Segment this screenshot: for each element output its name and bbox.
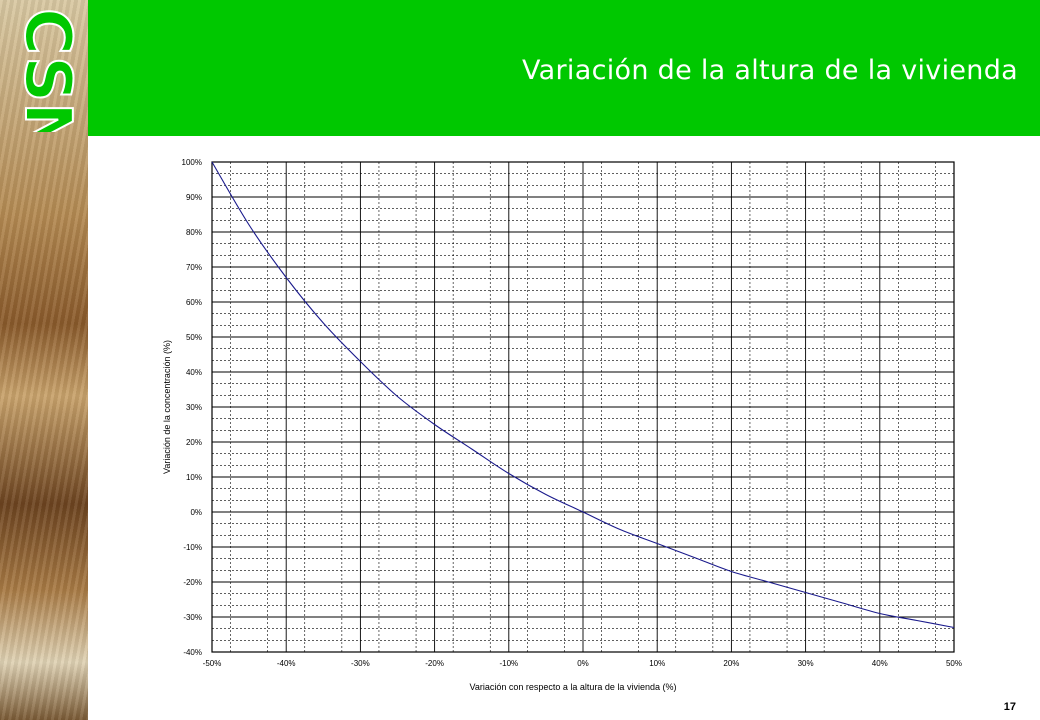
chart-grid: [211, 161, 955, 653]
csn-logo: CSN: [9, 7, 80, 132]
y-tick-label: 90%: [186, 193, 202, 202]
chart-tick-labels: -50% -40% -30% -20% -10% 0% 10% 20% 30% 40% 50%-40…: [182, 158, 962, 668]
x-tick-label: 40%: [872, 659, 888, 668]
series-line: [211, 161, 955, 629]
y-tick-label: -20%: [183, 578, 202, 587]
x-tick-label: -20%: [425, 659, 444, 668]
x-tick-label: -40%: [277, 659, 296, 668]
x-tick-label: 30%: [798, 659, 814, 668]
y-tick-label: 50%: [186, 333, 202, 342]
logo-text: CSN: [10, 8, 80, 132]
y-axis-label: Variación de la concentración (%): [162, 340, 172, 474]
y-tick-label: 0%: [190, 508, 202, 517]
x-tick-label: 20%: [723, 659, 739, 668]
y-tick-label: 10%: [186, 473, 202, 482]
x-tick-label: -10%: [499, 659, 518, 668]
sidebar-texture: CSN: [0, 0, 88, 720]
chart-axes: [211, 161, 955, 653]
x-tick-label: 50%: [946, 659, 962, 668]
y-tick-label: 80%: [186, 228, 202, 237]
y-tick-label: -30%: [183, 613, 202, 622]
y-tick-label: -40%: [183, 648, 202, 657]
x-tick-label: -30%: [351, 659, 370, 668]
y-tick-label: 60%: [186, 298, 202, 307]
x-axis-label: Variación con respecto a la altura de la…: [470, 682, 677, 692]
y-tick-label: 40%: [186, 368, 202, 377]
page-number: 17: [1003, 701, 1016, 713]
chart: -50% -40% -30% -20% -10% 0% 10% 20% 30% 40% 50%-40…: [162, 158, 962, 692]
header-bar: Variación de la altura de la vivienda: [88, 0, 1040, 136]
y-tick-label: 100%: [182, 158, 202, 167]
x-tick-label: -50%: [203, 659, 222, 668]
y-tick-label: 30%: [186, 403, 202, 412]
x-tick-label: 10%: [649, 659, 665, 668]
y-tick-label: 70%: [186, 263, 202, 272]
plot-frame: [211, 161, 955, 653]
y-tick-label: 20%: [186, 438, 202, 447]
y-tick-label: -10%: [183, 543, 202, 552]
page-title: Variación de la altura de la vivienda: [522, 55, 1018, 86]
x-tick-label: 0%: [577, 659, 589, 668]
